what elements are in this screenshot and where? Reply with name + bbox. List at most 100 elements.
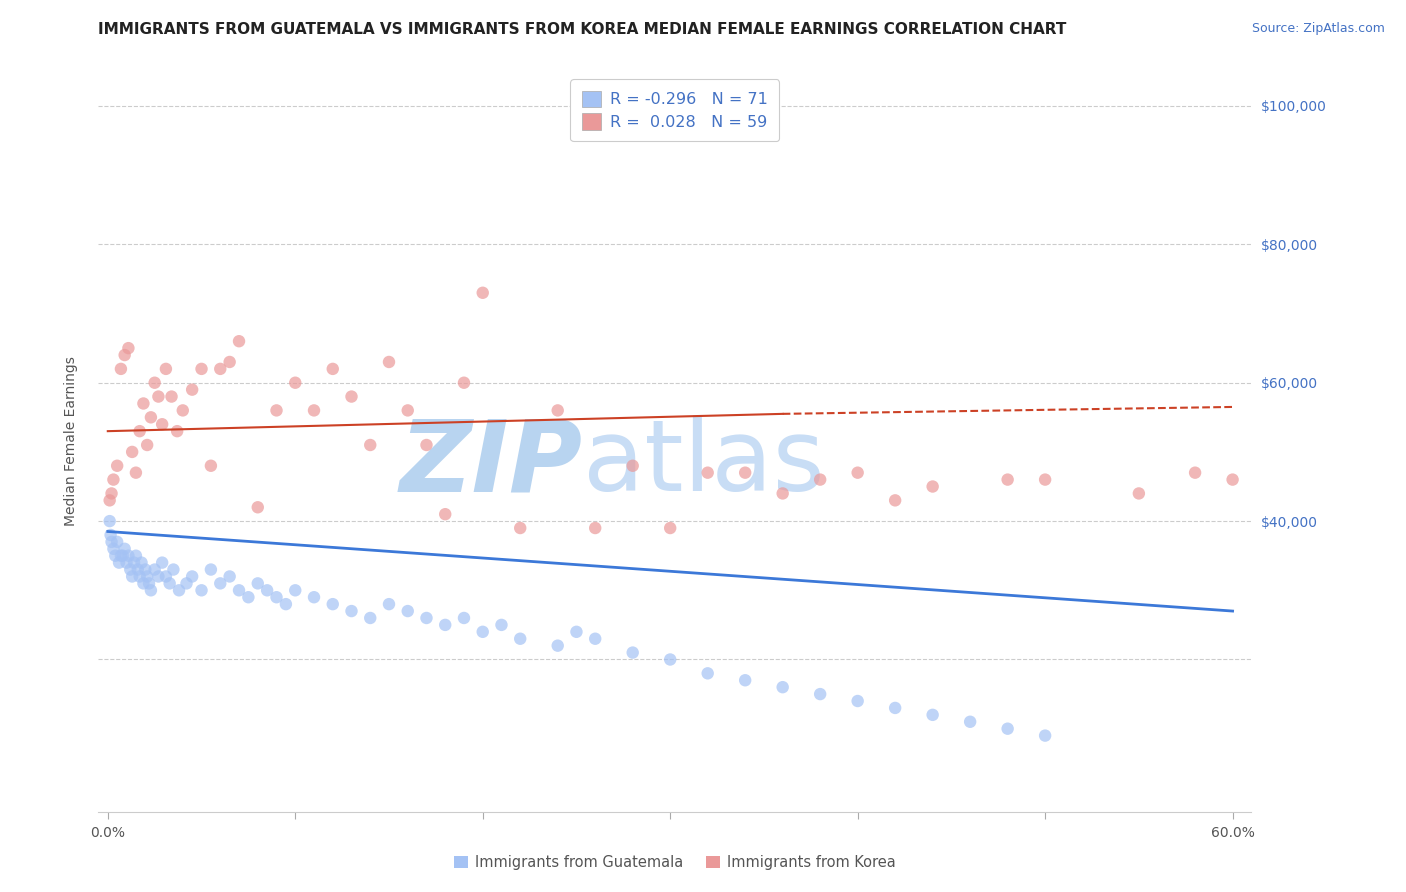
Point [340, 390, 363, 404]
Point [772, 486, 794, 500]
Point [378, 597, 401, 611]
Point [176, 576, 198, 591]
Point [1128, 486, 1150, 500]
Point [108, 556, 131, 570]
Point [139, 583, 162, 598]
Point [884, 493, 907, 508]
Point [434, 507, 457, 521]
Point [808, 473, 831, 487]
Point [228, 583, 250, 598]
Point [114, 541, 136, 556]
Point [125, 466, 148, 480]
Point [302, 403, 325, 417]
Point [150, 417, 173, 432]
Point [132, 396, 155, 410]
Text: ZIP: ZIP [399, 416, 582, 512]
Point [128, 569, 150, 583]
Point [509, 521, 531, 535]
Point [322, 597, 344, 611]
Point [659, 521, 682, 535]
Point [997, 473, 1019, 487]
Point [921, 707, 943, 722]
Point [190, 583, 212, 598]
Point [734, 466, 756, 480]
Point [160, 390, 183, 404]
Point [218, 569, 240, 583]
Point [181, 383, 204, 397]
Point [378, 355, 401, 369]
Point [105, 534, 128, 549]
Point [143, 563, 166, 577]
Point [340, 604, 363, 618]
Point [396, 604, 419, 618]
Point [136, 438, 159, 452]
Point [238, 591, 260, 605]
Point [1033, 473, 1056, 487]
Point [103, 473, 125, 487]
Point [127, 563, 149, 577]
Point [659, 652, 682, 666]
Point [434, 618, 457, 632]
Point [104, 549, 127, 563]
Point [200, 563, 222, 577]
Point [166, 424, 188, 438]
Y-axis label: Median Female Earnings: Median Female Earnings [63, 357, 77, 526]
Point [148, 569, 170, 583]
Point [159, 576, 181, 591]
Point [256, 583, 278, 598]
Point [997, 722, 1019, 736]
Point [138, 576, 160, 591]
Point [453, 611, 475, 625]
Point [121, 445, 143, 459]
Point [322, 362, 344, 376]
Point [134, 563, 156, 577]
Point [125, 549, 148, 563]
Point [471, 285, 494, 300]
Point [547, 639, 569, 653]
Legend: Immigrants from Guatemala, Immigrants from Korea: Immigrants from Guatemala, Immigrants fr… [447, 849, 903, 876]
Point [509, 632, 531, 646]
Point [284, 376, 307, 390]
Point [100, 528, 122, 542]
Point [98, 493, 121, 508]
Point [921, 479, 943, 493]
Point [453, 376, 475, 390]
Point [209, 576, 232, 591]
Point [131, 556, 153, 570]
Point [396, 403, 419, 417]
Point [114, 348, 136, 362]
Point [128, 424, 150, 438]
Point [103, 541, 125, 556]
Point [696, 466, 718, 480]
Point [415, 438, 437, 452]
Point [110, 549, 132, 563]
Point [167, 583, 190, 598]
Point [155, 362, 177, 376]
Point [772, 680, 794, 694]
Point [1184, 466, 1206, 480]
Point [246, 576, 269, 591]
Point [471, 624, 494, 639]
Point [117, 549, 139, 563]
Point [115, 556, 138, 570]
Point [228, 334, 250, 349]
Point [846, 694, 869, 708]
Point [359, 611, 381, 625]
Point [359, 438, 381, 452]
Point [1222, 473, 1244, 487]
Point [846, 466, 869, 480]
Point [734, 673, 756, 688]
Point [1033, 729, 1056, 743]
Point [302, 591, 325, 605]
Point [98, 514, 121, 528]
Point [209, 362, 232, 376]
Point [696, 666, 718, 681]
Point [190, 362, 212, 376]
Point [105, 458, 128, 473]
Text: atlas: atlas [582, 416, 824, 512]
Point [143, 376, 166, 390]
Legend: R = -0.296   N = 71, R =  0.028   N = 59: R = -0.296 N = 71, R = 0.028 N = 59 [571, 79, 779, 141]
Point [136, 569, 159, 583]
Point [583, 632, 606, 646]
Point [246, 500, 269, 515]
